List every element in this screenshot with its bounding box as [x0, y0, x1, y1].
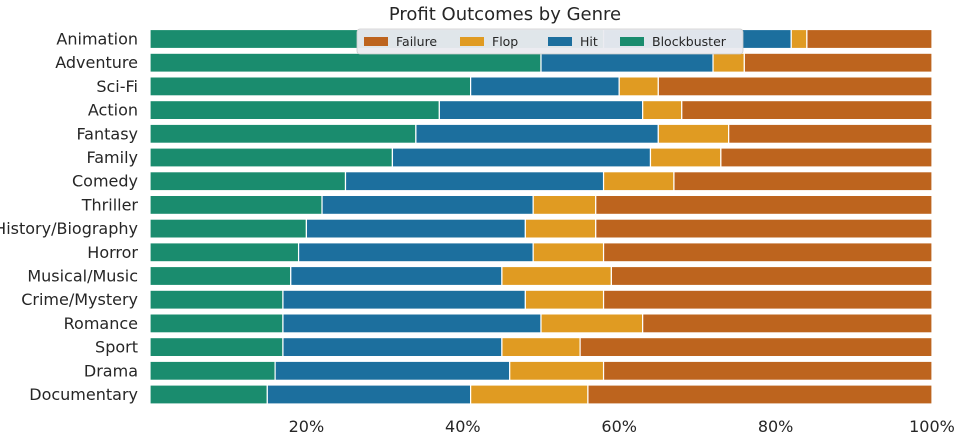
- category-label: Fantasy: [76, 124, 138, 143]
- legend: Failure Flop Hit Blockbuster: [356, 28, 744, 55]
- category-label: History/Biography: [0, 219, 138, 238]
- legend-label-flop: Flop: [492, 34, 518, 49]
- category-label: Sport: [95, 338, 138, 357]
- x-tick-label: 100%: [909, 417, 955, 436]
- x-tick-label: 20%: [289, 417, 325, 436]
- category-label: Crime/Mystery: [21, 290, 138, 309]
- bar-animation-failure: [806, 28, 933, 50]
- bar-sport-flop: [501, 337, 581, 358]
- x-tick-label: 40%: [445, 417, 481, 436]
- bar-comedy-blockbuster: [149, 171, 347, 192]
- bar-romance-failure: [642, 313, 933, 334]
- bar-fantasy-flop: [657, 123, 730, 144]
- legend-label-failure: Failure: [396, 34, 437, 49]
- bar-documentary-flop: [470, 384, 589, 405]
- bar-history-biography-flop: [524, 218, 597, 239]
- bar-sci-fi-blockbuster: [149, 76, 472, 97]
- bar-romance-blockbuster: [149, 313, 284, 334]
- bar-musical-music-flop: [501, 265, 612, 287]
- bar-sci-fi-flop: [618, 76, 659, 97]
- bar-adventure-flop: [712, 52, 745, 73]
- bar-fantasy-failure: [728, 123, 933, 144]
- bar-sci-fi-failure: [657, 76, 933, 97]
- bar-animation-flop: [790, 28, 808, 50]
- category-label: Musical/Music: [27, 267, 138, 286]
- bar-adventure-failure: [743, 52, 933, 73]
- bar-family-hit: [391, 147, 652, 168]
- bar-family-failure: [720, 147, 933, 168]
- legend-swatch-flop: [460, 37, 484, 46]
- bar-history-biography-hit: [305, 218, 526, 239]
- x-tick-label: 60%: [601, 417, 637, 436]
- bar-thriller-hit: [321, 194, 534, 215]
- bar-action-blockbuster: [149, 99, 440, 121]
- bar-musical-music-blockbuster: [149, 265, 292, 287]
- bar-adventure-hit: [540, 52, 714, 73]
- bar-crime-mystery-failure: [602, 289, 933, 310]
- bar-horror-flop: [532, 242, 605, 263]
- bar-sport-hit: [282, 337, 503, 358]
- bar-crime-mystery-hit: [282, 289, 526, 310]
- category-label: Documentary: [29, 385, 138, 404]
- bar-family-blockbuster: [149, 147, 394, 168]
- bar-sport-blockbuster: [149, 337, 284, 358]
- bar-thriller-flop: [532, 194, 597, 215]
- category-label: Horror: [87, 243, 138, 262]
- legend-label-blockbuster: Blockbuster: [652, 34, 727, 49]
- bar-sport-failure: [579, 337, 933, 358]
- bar-thriller-failure: [595, 194, 933, 215]
- category-label: Comedy: [72, 172, 138, 191]
- bar-drama-flop: [509, 360, 605, 381]
- bar-thriller-blockbuster: [149, 194, 323, 215]
- bar-family-flop: [649, 147, 722, 168]
- bar-horror-hit: [297, 242, 534, 263]
- bar-drama-blockbuster: [149, 360, 276, 381]
- bar-adventure-blockbuster: [149, 52, 542, 73]
- bar-horror-blockbuster: [149, 242, 300, 263]
- category-label: Thriller: [81, 195, 139, 214]
- bar-musical-music-hit: [290, 265, 503, 287]
- legend-label-hit: Hit: [580, 34, 598, 49]
- bar-horror-failure: [602, 242, 933, 263]
- chart-title: Profit Outcomes by Genre: [389, 4, 621, 25]
- x-tick-label: 80%: [758, 417, 794, 436]
- category-label: Drama: [84, 361, 138, 380]
- legend-swatch-hit: [548, 37, 572, 46]
- legend-swatch-failure: [364, 37, 388, 46]
- bar-documentary-hit: [266, 384, 472, 405]
- bar-documentary-blockbuster: [149, 384, 268, 405]
- bar-crime-mystery-flop: [524, 289, 605, 310]
- bar-fantasy-blockbuster: [149, 123, 417, 144]
- bar-fantasy-hit: [415, 123, 659, 144]
- bar-musical-music-failure: [610, 265, 933, 287]
- bar-action-hit: [438, 99, 644, 121]
- bar-action-flop: [642, 99, 683, 121]
- category-label: Sci-Fi: [96, 77, 138, 96]
- bar-comedy-hit: [344, 171, 605, 192]
- bar-documentary-failure: [587, 384, 933, 405]
- bar-comedy-failure: [673, 171, 933, 192]
- bar-sci-fi-hit: [470, 76, 620, 97]
- category-label: Animation: [56, 30, 138, 49]
- category-label: Romance: [64, 314, 138, 333]
- bar-romance-hit: [282, 313, 542, 334]
- bars-group: [149, 28, 933, 405]
- legend-swatch-blockbuster: [620, 37, 644, 46]
- bar-comedy-flop: [602, 171, 675, 192]
- bar-drama-failure: [602, 360, 933, 381]
- category-labels: Animation Adventure Sci-Fi Action Fantasy Fam…: [0, 30, 138, 405]
- bar-drama-hit: [274, 360, 511, 381]
- bar-crime-mystery-blockbuster: [149, 289, 284, 310]
- category-label: Action: [88, 101, 138, 120]
- bar-romance-flop: [540, 313, 644, 334]
- bar-history-biography-failure: [595, 218, 933, 239]
- category-label: Family: [87, 148, 138, 167]
- x-axis-ticks: 20% 40% 60% 80% 100%: [289, 417, 955, 436]
- bar-action-failure: [681, 99, 933, 121]
- category-label: Adventure: [55, 53, 138, 72]
- bar-history-biography-blockbuster: [149, 218, 307, 239]
